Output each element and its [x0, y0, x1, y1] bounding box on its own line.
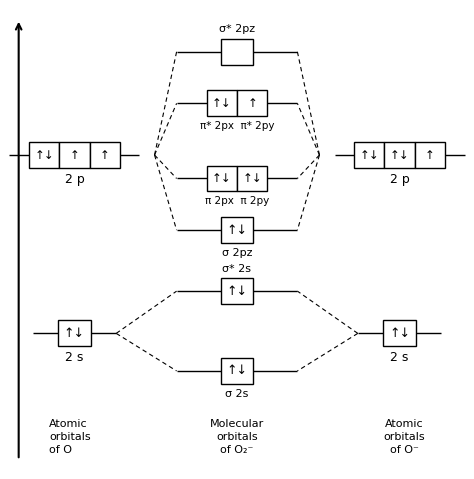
Text: ↑↓: ↑↓: [359, 148, 379, 161]
Bar: [221, 278, 253, 304]
Bar: [221, 39, 253, 65]
Text: π* 2px  π* 2py: π* 2px π* 2py: [200, 121, 274, 131]
Bar: [415, 142, 445, 168]
Text: 2 s: 2 s: [65, 351, 83, 364]
Text: ↑: ↑: [247, 97, 257, 110]
Bar: [58, 320, 91, 346]
Text: 2 p: 2 p: [64, 172, 84, 185]
Bar: [383, 320, 416, 346]
Text: ↑↓: ↑↓: [389, 327, 410, 340]
Text: σ 2pz: σ 2pz: [222, 248, 252, 258]
Text: σ* 2pz: σ* 2pz: [219, 24, 255, 34]
Text: 2 p: 2 p: [390, 172, 410, 185]
Text: Molecular
orbitals
of O₂⁻: Molecular orbitals of O₂⁻: [210, 419, 264, 456]
Text: ↑: ↑: [425, 148, 435, 161]
Text: ↑↓: ↑↓: [227, 285, 247, 297]
Text: 2 s: 2 s: [391, 351, 409, 364]
Text: π 2px  π 2py: π 2px π 2py: [205, 196, 269, 206]
Bar: [207, 166, 237, 192]
Text: ↑: ↑: [100, 148, 109, 161]
Text: ↑↓: ↑↓: [34, 148, 54, 161]
Bar: [237, 91, 267, 116]
Bar: [90, 142, 120, 168]
Text: ↑↓: ↑↓: [227, 365, 247, 377]
Bar: [221, 358, 253, 384]
Bar: [59, 142, 90, 168]
Text: σ* 2s: σ* 2s: [222, 263, 252, 274]
Bar: [207, 91, 237, 116]
Text: ↑↓: ↑↓: [390, 148, 410, 161]
Text: ↑↓: ↑↓: [64, 327, 85, 340]
Bar: [384, 142, 415, 168]
Bar: [354, 142, 384, 168]
Bar: [237, 166, 267, 192]
Bar: [221, 217, 253, 243]
Text: ↑↓: ↑↓: [212, 97, 232, 110]
Text: ↑↓: ↑↓: [212, 172, 232, 185]
Text: ↑↓: ↑↓: [227, 224, 247, 237]
Text: σ 2s: σ 2s: [225, 388, 249, 399]
Bar: [29, 142, 59, 168]
Text: ↑↓: ↑↓: [242, 172, 262, 185]
Text: Atomic
orbitals
of O: Atomic orbitals of O: [49, 419, 91, 456]
Text: Atomic
orbitals
of O⁻: Atomic orbitals of O⁻: [383, 419, 425, 456]
Text: ↑: ↑: [70, 148, 79, 161]
